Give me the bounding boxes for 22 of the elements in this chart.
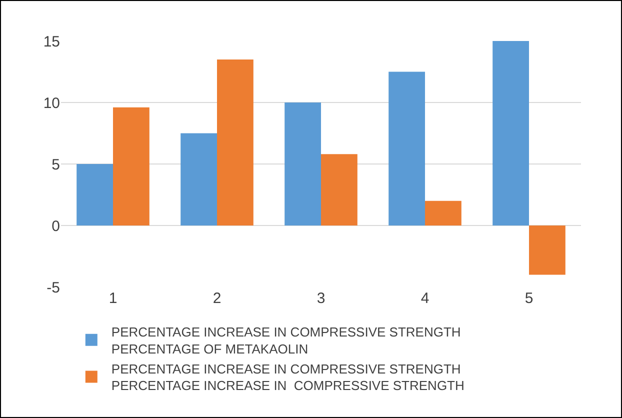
legend-label: PERCENTAGE INCREASE IN COMPRESSIVE STRENGTH PERCENTAGE INCREASE IN COMPRESSIVE STRENGTH bbox=[111, 361, 464, 394]
bar bbox=[388, 72, 425, 226]
bar bbox=[425, 200, 462, 226]
y-tick-label: 5 bbox=[52, 156, 60, 174]
y-tick-label: 0 bbox=[52, 218, 60, 235]
y-tick-label: 10 bbox=[43, 94, 60, 112]
bar bbox=[492, 41, 529, 226]
bar bbox=[180, 133, 217, 226]
x-tick-label: 2 bbox=[212, 290, 222, 307]
y-tick-label: 15 bbox=[43, 33, 60, 50]
x-tick-label: 1 bbox=[108, 290, 118, 307]
legend-label: PERCENTAGE INCREASE IN COMPRESSIVE STRENGTH PERCENTAGE OF METAKAOLIN bbox=[111, 324, 461, 356]
bar bbox=[529, 226, 566, 275]
bar bbox=[113, 107, 150, 226]
bar bbox=[284, 102, 321, 226]
y-tick-label: -5 bbox=[46, 279, 60, 296]
x-tick-label: 3 bbox=[316, 290, 326, 307]
bar bbox=[76, 164, 113, 226]
bar bbox=[217, 59, 254, 226]
x-tick-label: 5 bbox=[524, 290, 534, 307]
bar bbox=[321, 154, 358, 226]
x-tick-label: 4 bbox=[420, 290, 430, 307]
